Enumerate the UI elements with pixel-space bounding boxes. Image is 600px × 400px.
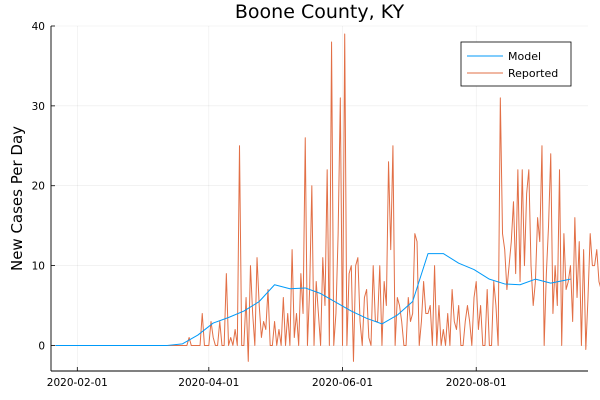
y-tick-label: 0 <box>38 340 45 352</box>
legend-box <box>460 41 572 87</box>
x-tick-label: 2020-04-01 <box>178 377 239 389</box>
y-tick-label: 10 <box>32 261 45 273</box>
series-layer <box>55 33 600 362</box>
x-tick-label: 2020-06-01 <box>312 377 373 389</box>
y-tick-label: 20 <box>32 181 45 193</box>
legend-label-reported: Reported <box>508 67 558 80</box>
axes <box>50 26 588 372</box>
x-tick-label: 2020-08-01 <box>446 377 507 389</box>
series-line-model <box>55 253 571 346</box>
y-axis-label: New Cases Per Day <box>8 126 26 271</box>
legend-label-model: Model <box>508 50 541 63</box>
legend: Model Reported <box>460 41 572 87</box>
chart-title: Boone County, KY <box>235 1 405 23</box>
ticks: 0 10 20 30 40 2020-02-01 2020-04-01 2020-06-01 2… <box>32 21 507 389</box>
x-tick-label: 2020-02-01 <box>47 377 108 389</box>
y-tick-label: 30 <box>32 101 45 113</box>
grid <box>51 25 588 371</box>
y-tick-label: 40 <box>32 21 45 33</box>
